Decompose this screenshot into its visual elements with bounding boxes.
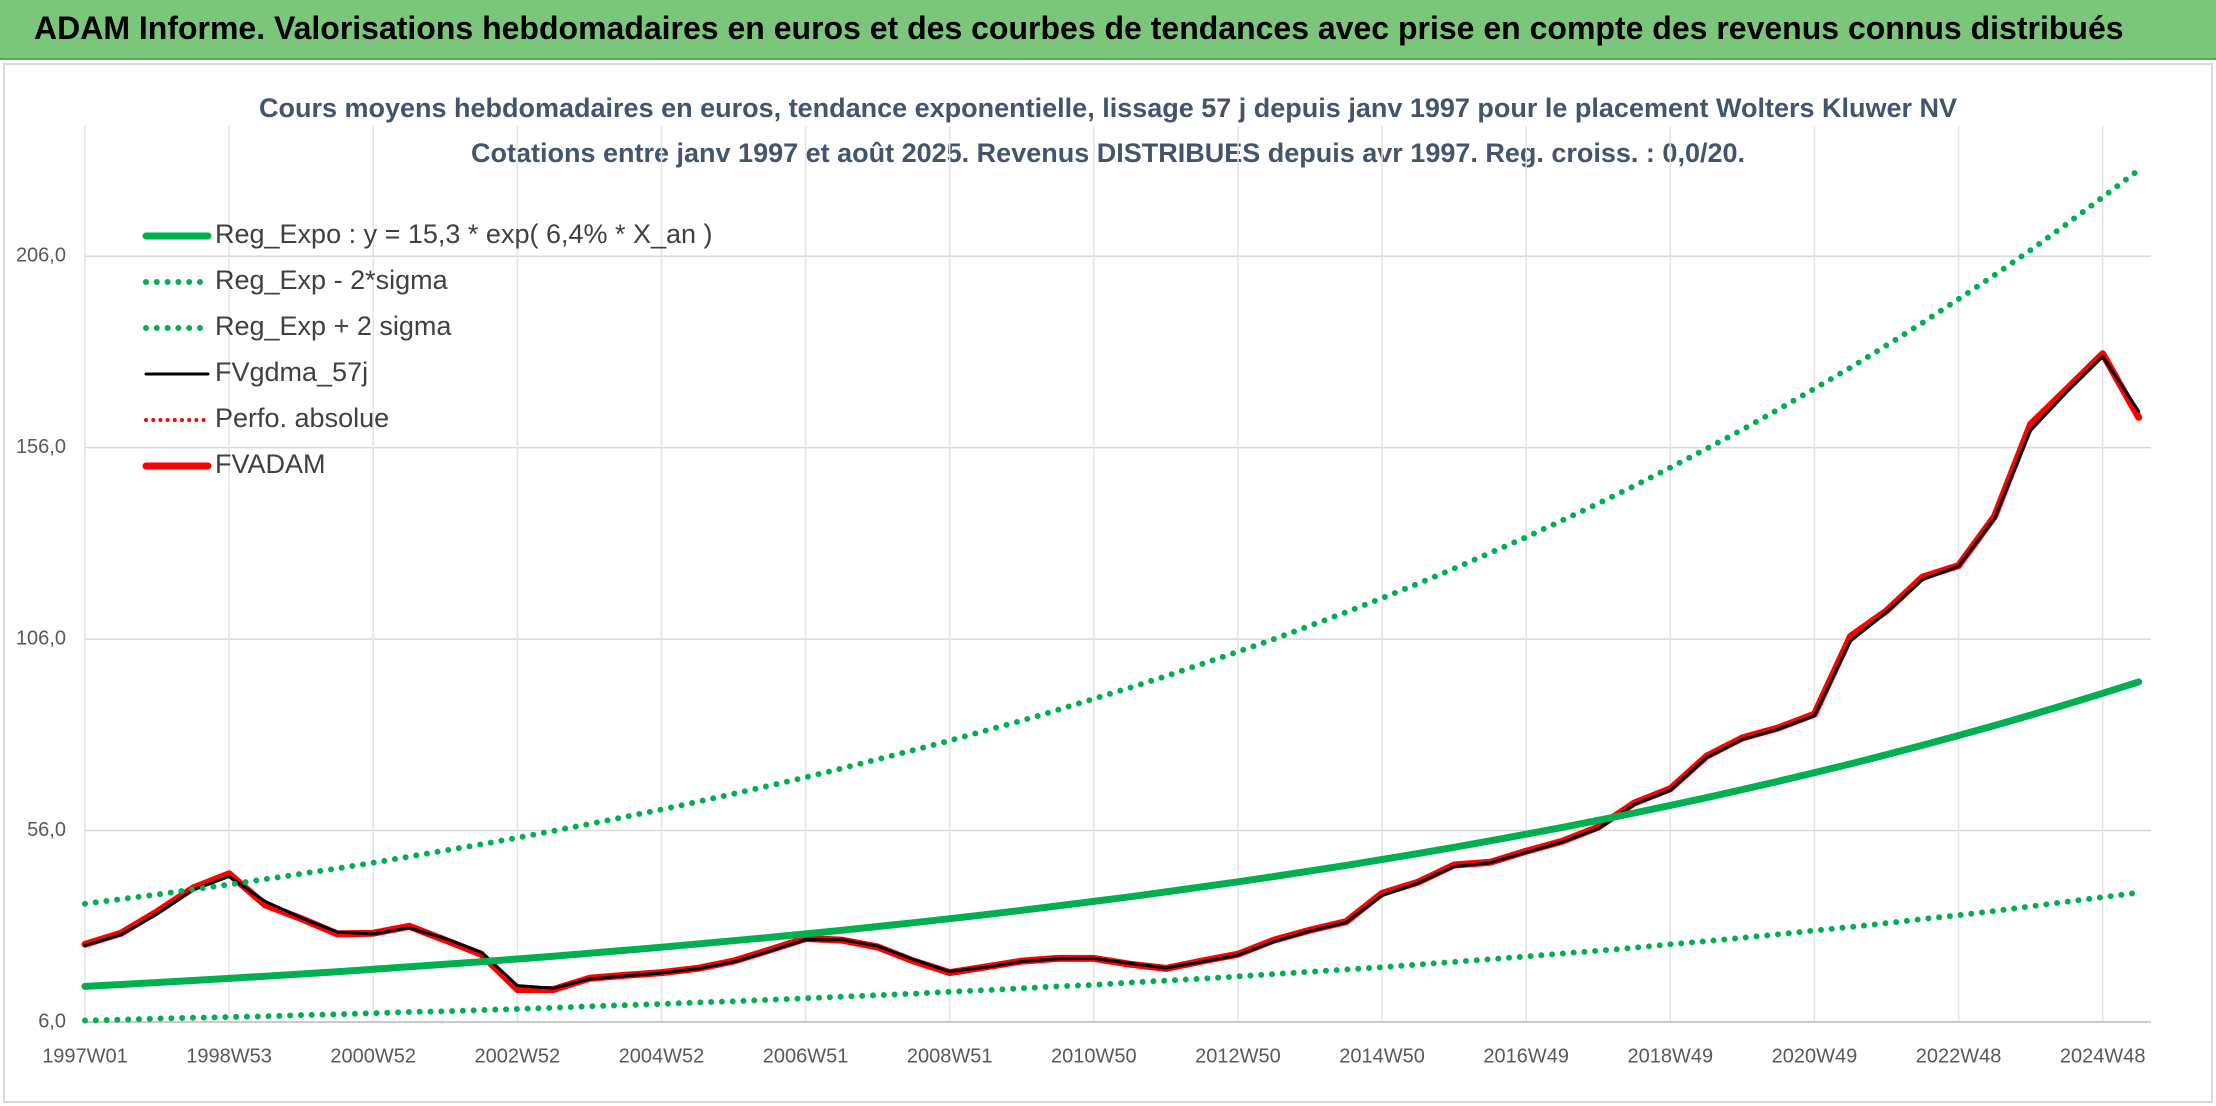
x-tick-label: 2008W51 bbox=[907, 1045, 993, 1067]
x-tick-label: 2022W48 bbox=[1916, 1045, 2002, 1067]
series-line bbox=[81, 678, 2143, 990]
x-tick-label: 2012W50 bbox=[1195, 1045, 1281, 1067]
legend-label: FVADAM bbox=[215, 449, 326, 479]
y-tick-label: 56,0 bbox=[27, 819, 66, 841]
banner-title: ADAM Informe. Valorisations hebdomadaire… bbox=[34, 10, 2124, 46]
y-tick-label: 206,0 bbox=[16, 244, 66, 266]
chart-title: Cours moyens hebdomadaires en euros, ten… bbox=[259, 93, 1957, 123]
x-tick-label: 1998W53 bbox=[186, 1045, 272, 1067]
legend-label: Reg_Expo : y = 15,3 * exp( 6,4% * X_an ) bbox=[215, 219, 713, 249]
series-line bbox=[83, 355, 2141, 990]
series-line bbox=[82, 167, 2142, 907]
y-tick-label: 106,0 bbox=[16, 627, 66, 649]
legend-label: Perfo. absolue bbox=[215, 403, 389, 433]
x-tick-label: 2004W52 bbox=[619, 1045, 705, 1067]
banner: ADAM Informe. Valorisations hebdomadaire… bbox=[0, 0, 2216, 60]
x-tick-label: 2014W50 bbox=[1339, 1045, 1425, 1067]
x-tick-label: 2020W49 bbox=[1772, 1045, 1858, 1067]
legend-label: Reg_Exp - 2*sigma bbox=[215, 265, 449, 295]
legend-label: FVgdma_57j bbox=[215, 357, 368, 387]
legend-label: Reg_Exp + 2 sigma bbox=[215, 311, 452, 341]
x-tick-label: 2024W48 bbox=[2060, 1045, 2146, 1067]
x-tick-label: 1997W01 bbox=[42, 1045, 128, 1067]
y-tick-label: 156,0 bbox=[16, 436, 66, 458]
x-tick-label: 2006W51 bbox=[763, 1045, 849, 1067]
x-tick-label: 2000W52 bbox=[330, 1045, 416, 1067]
chart: Cours moyens hebdomadaires en euros, ten… bbox=[3, 63, 2213, 1103]
series-line bbox=[82, 889, 2142, 1024]
x-tick-label: 2016W49 bbox=[1483, 1045, 1569, 1067]
chart-subtitle: Cotations entre janv 1997 et août 2025. … bbox=[471, 138, 1745, 168]
y-tick-label: 6,0 bbox=[38, 1010, 66, 1032]
x-tick-label: 2002W52 bbox=[475, 1045, 561, 1067]
x-tick-label: 2018W49 bbox=[1628, 1045, 1714, 1067]
x-tick-label: 2010W50 bbox=[1051, 1045, 1137, 1067]
